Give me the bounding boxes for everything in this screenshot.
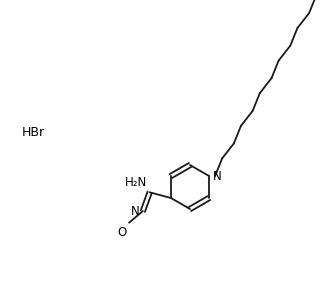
Text: N: N [131, 205, 140, 218]
Text: N: N [213, 170, 222, 182]
Text: H₂N: H₂N [124, 176, 147, 189]
Text: O: O [118, 226, 127, 239]
Text: HBr: HBr [22, 126, 45, 138]
